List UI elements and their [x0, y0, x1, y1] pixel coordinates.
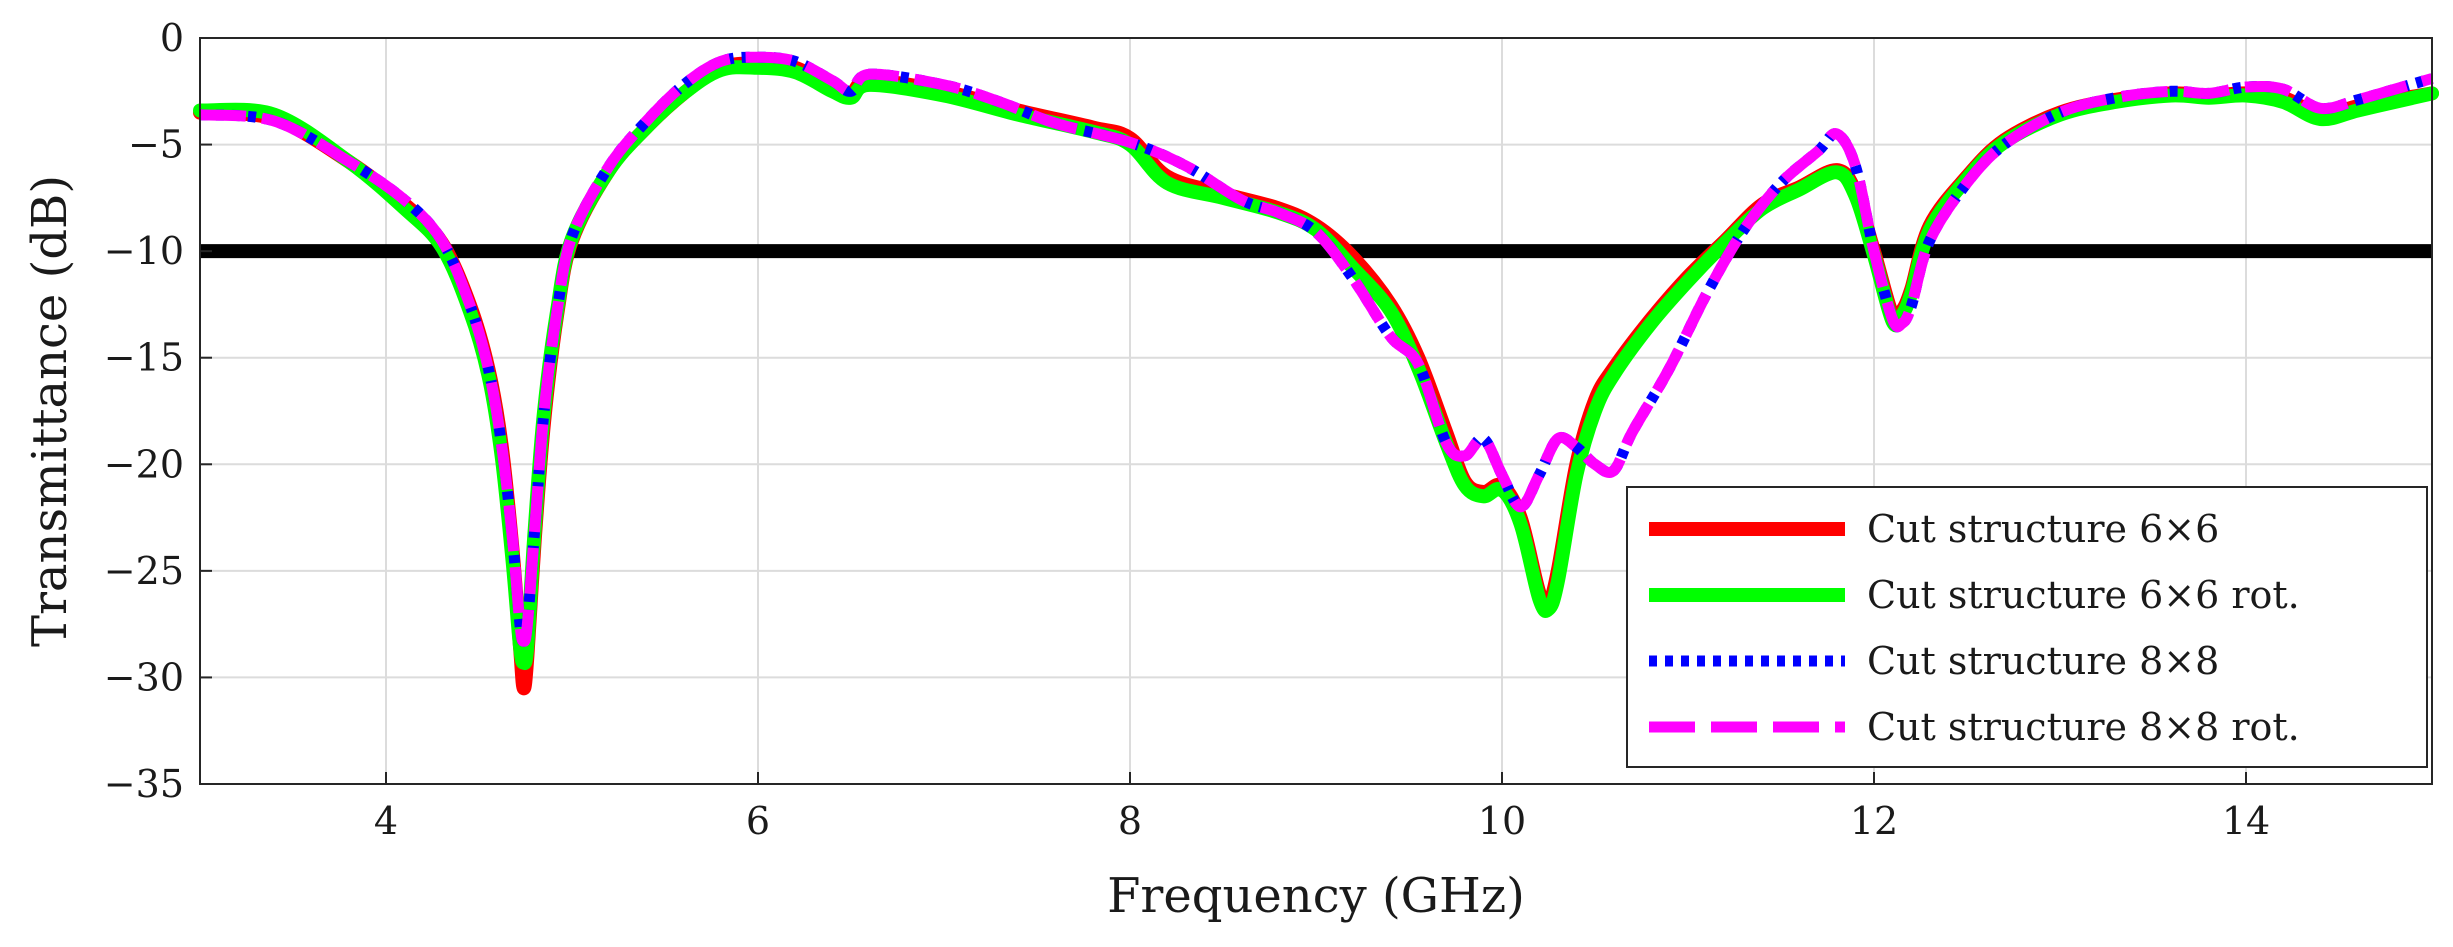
legend-label-4: Cut structure 8×8 rot. — [1867, 705, 2300, 749]
x-tick-label: 10 — [1478, 799, 1526, 843]
y-tick-label: −30 — [104, 655, 184, 699]
y-tick-label: −35 — [104, 762, 184, 806]
y-tick-label: −5 — [128, 123, 184, 167]
legend-label-1: Cut structure 6×6 — [1867, 507, 2219, 551]
legend-entries: Cut structure 6×6 Cut structure 6×6 rot. C… — [1649, 507, 2300, 749]
y-tick-label: −10 — [104, 229, 184, 273]
y-axis-label: Transmittance (dB) — [22, 175, 78, 647]
y-tick-label: 0 — [160, 16, 184, 60]
x-axis-label: Frequency (GHz) — [1107, 868, 1525, 924]
legend-label-2: Cut structure 6×6 rot. — [1867, 573, 2300, 617]
x-tick-label: 8 — [1118, 799, 1142, 843]
y-tick-label: −15 — [104, 336, 184, 380]
series-line-3 — [199, 51, 2434, 647]
x-tick-label: 14 — [2222, 799, 2270, 843]
x-tick-label: 6 — [746, 799, 770, 843]
plot-frame — [199, 37, 2433, 785]
tick-layer: 4 6 8 10 12 14 0 −5 −10 −15 −20 −25 −30 −35 — [104, 16, 2270, 843]
series-layer — [193, 51, 2439, 696]
legend-label-3: Cut structure 8×8 — [1867, 639, 2219, 683]
series-line-4 — [199, 51, 2434, 647]
y-tick-label: −25 — [104, 549, 184, 593]
x-tick-label: 12 — [1850, 799, 1898, 843]
legend: Cut structure 6×6 Cut structure 6×6 rot. C… — [1626, 486, 2428, 768]
y-tick-label: −20 — [104, 442, 184, 486]
x-tick-label: 4 — [374, 799, 398, 843]
